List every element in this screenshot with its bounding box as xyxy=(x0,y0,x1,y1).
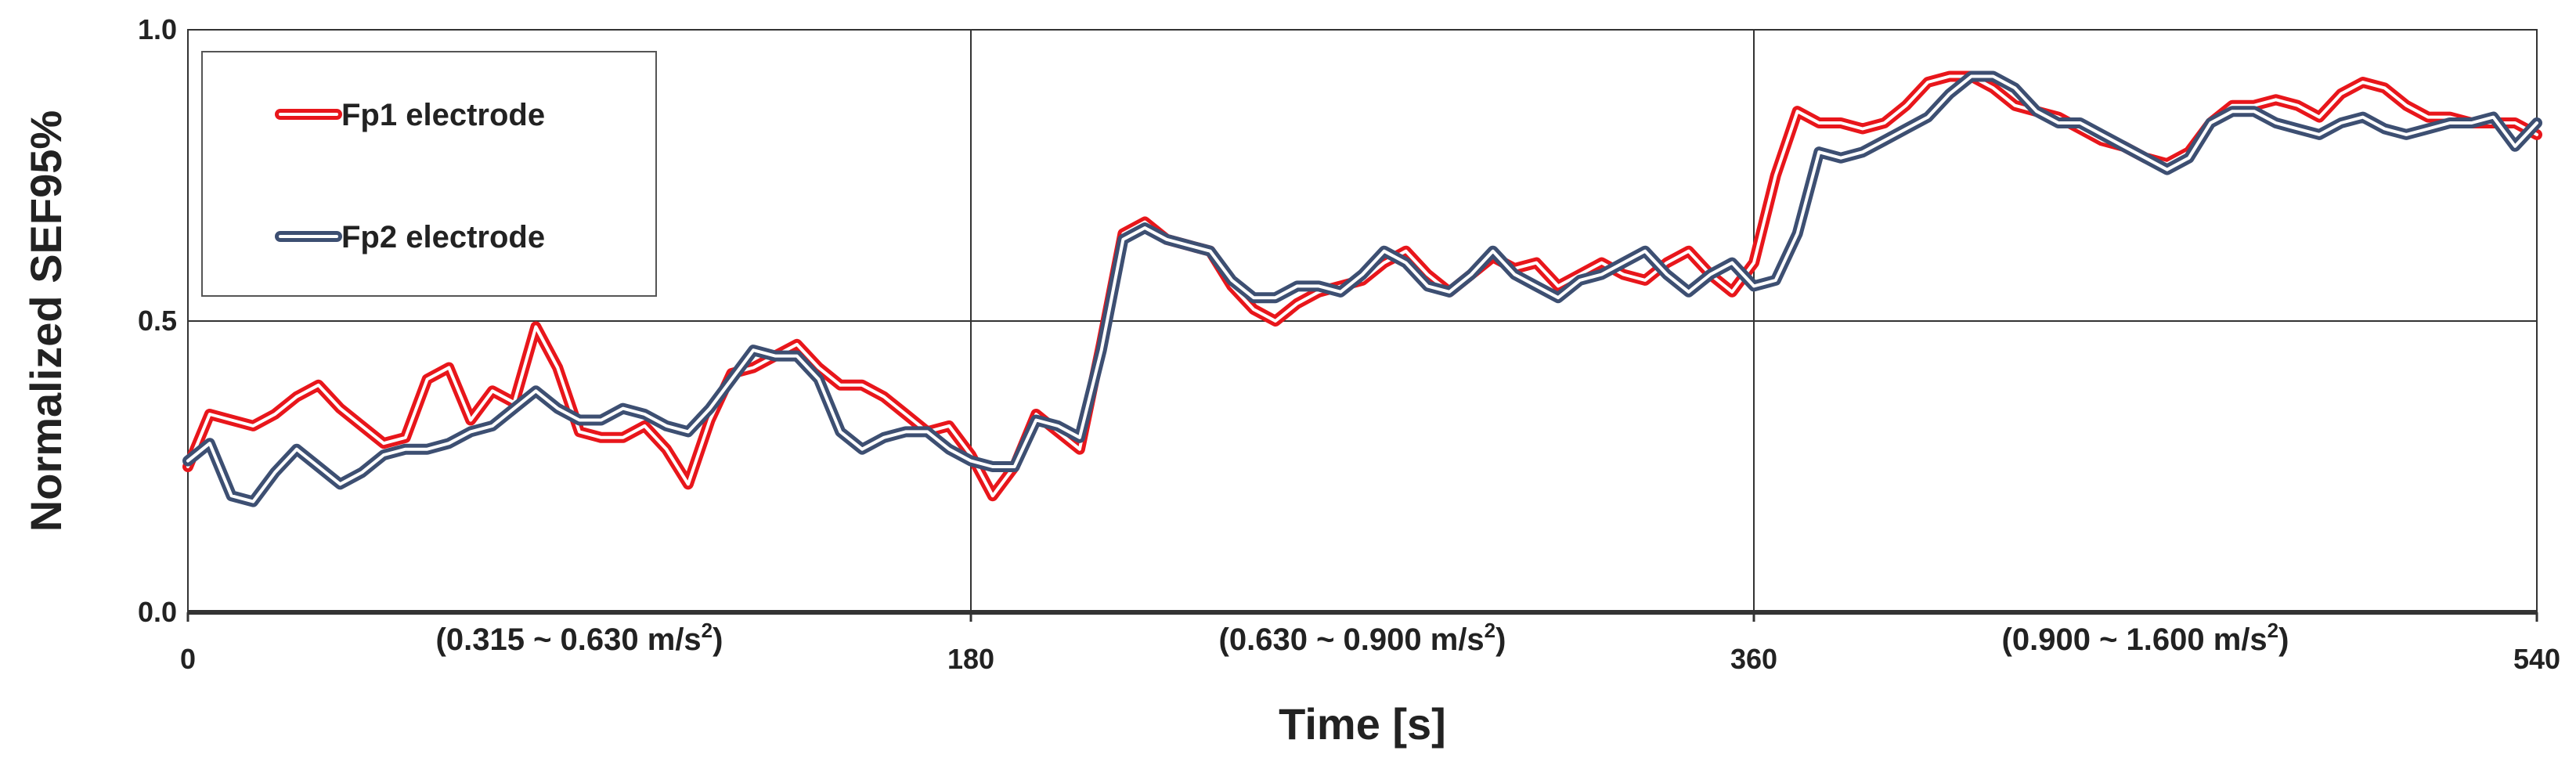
y-tick-label-1: 0.5 xyxy=(138,305,177,337)
series-lines xyxy=(182,70,2542,507)
gridlines xyxy=(188,30,2537,612)
segment-label-1: (0.315 ~ 0.630 m/s2) xyxy=(436,619,723,657)
axes: 0 180 360 540 0.0 0.5 1.0 xyxy=(138,13,2560,675)
y-axis-title: Normalized SEF95% xyxy=(21,110,70,532)
x-tick-label-2: 360 xyxy=(1730,643,1777,675)
x-axis-title: Time [s] xyxy=(1279,699,1446,749)
x-tick-label-1: 180 xyxy=(947,643,994,675)
legend-label-2: Fp2 electrode xyxy=(341,220,545,254)
x-tick-label-3: 540 xyxy=(2513,643,2560,675)
legend: Fp1 electrode Fp2 electrode xyxy=(201,51,657,297)
y-tick-label-0: 0.0 xyxy=(138,596,177,628)
legend-box xyxy=(201,51,657,297)
series-2-line xyxy=(186,74,2538,503)
segment-label-2: (0.630 ~ 0.900 m/s2) xyxy=(1219,619,1506,657)
segment-label-3: (0.900 ~ 1.600 m/s2) xyxy=(2002,619,2289,657)
segment-labels: (0.315 ~ 0.630 m/s2) (0.630 ~ 0.900 m/s2)… xyxy=(436,619,2289,657)
legend-label-1: Fp1 electrode xyxy=(341,98,545,132)
y-tick-label-2: 1.0 xyxy=(138,13,177,45)
x-tick-label-0: 0 xyxy=(180,643,196,675)
